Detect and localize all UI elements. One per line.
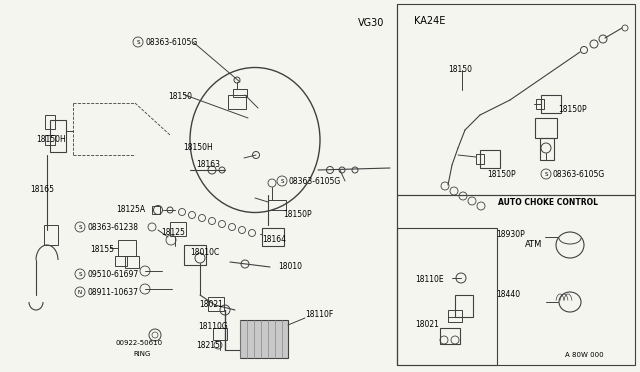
Bar [535,118,557,138]
Text: 18440: 18440 [496,290,520,299]
Bar [152,206,160,214]
Text: 18110G: 18110G [198,322,228,331]
Text: 18930P: 18930P [496,230,525,239]
Bar [448,310,462,322]
Text: 18110F: 18110F [305,310,333,319]
Bar [536,99,544,109]
Text: S: S [280,179,284,183]
Text: 18215: 18215 [196,341,220,350]
Text: 18150H: 18150H [183,143,212,152]
Text: 18010: 18010 [278,262,302,271]
Bar [397,4,635,195]
Text: 18110E: 18110E [415,275,444,284]
Text: 08363-6105G: 08363-6105G [145,38,197,47]
Text: S: S [136,39,140,45]
Text: 08363-6105G: 08363-6105G [289,177,341,186]
Bar [233,89,247,97]
Text: 18021: 18021 [199,300,223,309]
Text: 08363-6105G: 08363-6105G [553,170,605,179]
Text: 18155: 18155 [90,245,114,254]
Text: 18021: 18021 [415,320,439,329]
Text: A 80W 000: A 80W 000 [565,352,604,358]
Text: S: S [78,272,82,276]
Bar [44,225,58,245]
Bar [476,154,484,164]
Text: 18150: 18150 [168,92,192,101]
Text: AUTO CHOKE CONTROL: AUTO CHOKE CONTROL [498,198,598,207]
Bar [397,228,497,365]
Text: 08911-10637: 08911-10637 [87,288,138,297]
Text: 18125: 18125 [161,228,185,237]
Bar [184,245,206,265]
Bar [228,95,246,109]
Text: 09510-61697: 09510-61697 [87,270,138,279]
Bar [397,195,635,365]
Text: 00922-50610: 00922-50610 [115,340,162,346]
Text: S: S [78,224,82,230]
Bar [268,200,286,210]
Bar [50,120,66,152]
Bar [540,138,554,160]
Text: 08363-61238: 08363-61238 [87,223,138,232]
Bar [125,256,139,268]
Text: 18150H: 18150H [36,135,66,144]
Text: 18150P: 18150P [558,105,587,114]
Bar [480,150,500,168]
Bar [213,328,227,340]
Bar [541,95,561,113]
Bar [440,328,460,344]
Bar [240,320,288,358]
Text: 18150P: 18150P [487,170,516,179]
Text: 18150P: 18150P [283,210,312,219]
Text: 18163: 18163 [196,160,220,169]
Text: S: S [544,171,548,176]
Text: KA24E: KA24E [414,16,445,26]
Bar [45,135,55,145]
Text: 18010C: 18010C [190,248,220,257]
Text: N: N [78,289,82,295]
Bar [262,228,284,246]
Bar [208,297,224,311]
Text: 18125A: 18125A [116,205,145,214]
Text: 18150: 18150 [448,65,472,74]
Bar [455,295,473,317]
Bar [45,115,55,129]
Text: 18164: 18164 [262,235,286,244]
Bar [118,240,136,256]
Bar [170,222,186,236]
Bar [115,256,127,266]
Text: RING: RING [133,351,150,357]
Text: ATM: ATM [525,240,542,249]
Text: 18165: 18165 [30,185,54,194]
Text: VG30: VG30 [358,18,385,28]
